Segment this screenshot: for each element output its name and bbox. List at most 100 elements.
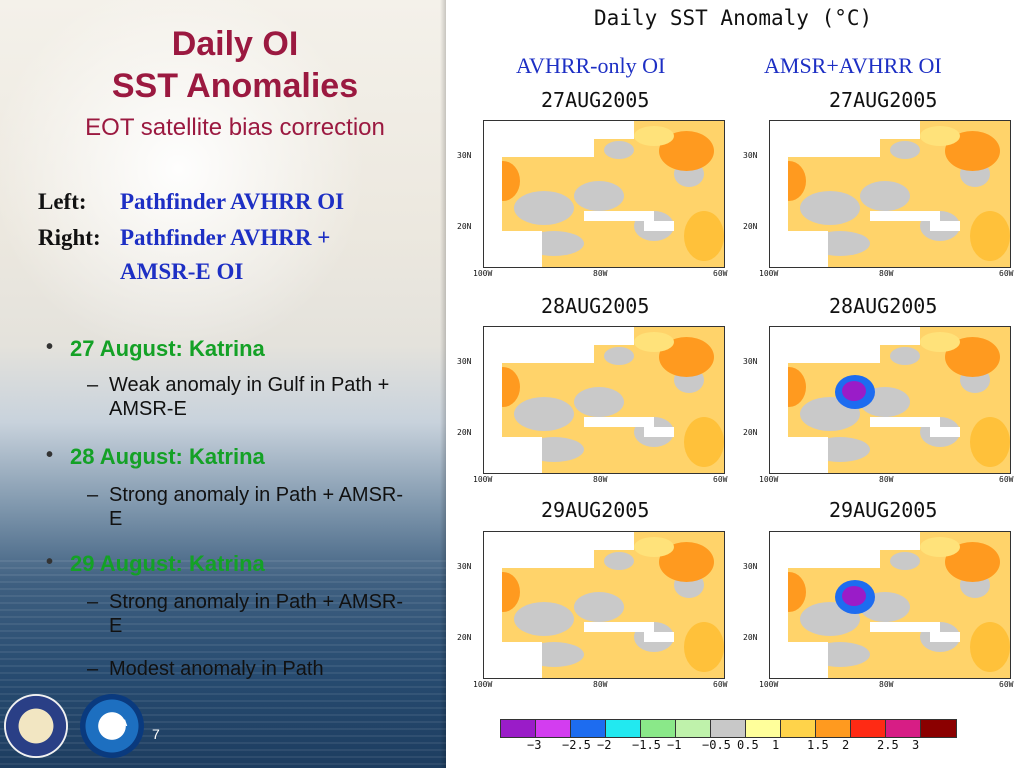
sub-item-text: Strong anomaly in Path + AMSR-E [109, 591, 404, 637]
warm-anomaly-patch [634, 537, 674, 557]
bullet-27-aug: • 27 August: Katrina [46, 336, 265, 362]
noaa-logo-text: NOAA [101, 718, 128, 728]
sub-item-28-aug: – Strong anomaly in Path + AMSR-E [87, 483, 409, 531]
panel-edge [440, 0, 446, 768]
map-date-label: 28AUG2005 [829, 294, 938, 318]
land-mask [788, 231, 828, 267]
land-mask [484, 568, 502, 678]
colorbar-tick-label: −0.5 [702, 738, 731, 752]
lat-tick-label: 30N [457, 562, 472, 571]
colorbar-cell [781, 720, 816, 737]
lon-tick-label: 80W [879, 269, 894, 278]
land-mask [788, 437, 828, 473]
sst-anomaly-map-amsr-28aug2005 [769, 326, 1011, 474]
sst-anomaly-map-avhrr-27aug2005 [483, 120, 725, 268]
lat-tick-label: 30N [743, 357, 758, 366]
lon-tick-label: 80W [593, 269, 608, 278]
sub-item-29-aug-1: – Strong anomaly in Path + AMSR-E [87, 590, 409, 638]
colorbar-cell [676, 720, 711, 737]
sst-anomaly-map-avhrr-28aug2005 [483, 326, 725, 474]
warm-anomaly-patch [684, 417, 724, 467]
sub-item-text: Weak anomaly in Gulf in Path + AMSR-E [109, 374, 390, 420]
colorbar-tick-label: 2.5 [877, 738, 899, 752]
land-mask [930, 221, 960, 231]
land-mask [870, 211, 940, 221]
warm-anomaly-patch [684, 622, 724, 672]
lon-tick-label: 80W [593, 680, 608, 689]
colorbar-cell [606, 720, 641, 737]
lat-tick-label: 30N [457, 151, 472, 160]
colorbar [500, 719, 957, 738]
warm-anomaly-patch [970, 622, 1010, 672]
lon-tick-label: 100W [473, 475, 493, 484]
near-zero-anomaly-patch [514, 191, 574, 225]
slide-subtitle: EOT satellite bias correction [85, 114, 385, 141]
figure-title: Daily SST Anomaly (°C) [594, 6, 873, 30]
right-value-line2: AMSR-E OI [120, 259, 244, 284]
colorbar-tick-label: −3 [527, 738, 542, 752]
near-zero-anomaly-patch [890, 552, 920, 570]
land-mask [788, 642, 828, 678]
land-mask [770, 121, 880, 157]
near-zero-anomaly-patch [860, 181, 910, 211]
slide-title-line2: SST Anomalies [111, 67, 359, 105]
department-of-commerce-seal-icon [4, 694, 68, 758]
near-zero-anomaly-patch [514, 397, 574, 431]
lat-tick-label: 20N [457, 222, 472, 231]
colorbar-cell [641, 720, 676, 737]
lon-tick-label: 100W [473, 269, 493, 278]
lon-tick-label: 60W [713, 680, 728, 689]
bullet-label: 27 August: Katrina [70, 336, 265, 361]
left-value-label: Pathfinder AVHRR OI [120, 189, 345, 214]
cold-anomaly-patch [842, 381, 866, 401]
warm-anomaly-patch [970, 211, 1010, 261]
lon-tick-label: 100W [759, 475, 779, 484]
land-mask [594, 121, 634, 139]
map-date-label: 29AUG2005 [829, 498, 938, 522]
land-mask [770, 532, 880, 568]
lat-tick-label: 20N [743, 633, 758, 642]
near-zero-anomaly-patch [574, 387, 624, 417]
land-mask [484, 327, 594, 363]
colorbar-tick-label: 0.5 [737, 738, 759, 752]
lon-tick-label: 60W [999, 475, 1014, 484]
lon-tick-label: 80W [593, 475, 608, 484]
land-mask [644, 632, 674, 642]
map-date-label: 28AUG2005 [541, 294, 650, 318]
land-mask [880, 327, 920, 345]
warm-anomaly-patch [634, 332, 674, 352]
bullet-dot-icon: • [46, 444, 54, 466]
bullet-label: 28 August: Katrina [70, 444, 265, 469]
colorbar-cell [921, 720, 956, 737]
land-mask [930, 427, 960, 437]
lat-tick-label: 30N [743, 562, 758, 571]
sub-item-text: Strong anomaly in Path + AMSR-E [109, 484, 404, 530]
sub-item-text: Modest anomaly in Path [109, 658, 324, 680]
lon-tick-label: 80W [879, 475, 894, 484]
land-mask [870, 622, 940, 632]
colorbar-tick-label: −1 [667, 738, 682, 752]
lon-tick-label: 60W [713, 269, 728, 278]
map-date-label: 29AUG2005 [541, 498, 650, 522]
land-mask [584, 211, 654, 221]
lon-tick-label: 100W [473, 680, 493, 689]
colorbar-cell [816, 720, 851, 737]
land-mask [484, 121, 594, 157]
sub-item-27-aug: – Weak anomaly in Gulf in Path + AMSR-E [87, 373, 409, 421]
land-mask [502, 642, 542, 678]
lon-tick-label: 100W [759, 680, 779, 689]
warm-anomaly-patch [970, 417, 1010, 467]
lat-tick-label: 20N [457, 633, 472, 642]
near-zero-anomaly-patch [574, 592, 624, 622]
colorbar-cell [536, 720, 571, 737]
right-key-label: Right: [38, 225, 101, 250]
lat-tick-label: 30N [743, 151, 758, 160]
warm-anomaly-patch [634, 126, 674, 146]
near-zero-anomaly-patch [604, 347, 634, 365]
near-zero-anomaly-patch [604, 552, 634, 570]
colorbar-tick-label: 3 [912, 738, 920, 752]
colorbar-tick-label: 1.5 [807, 738, 829, 752]
column-header-avhrr: AVHRR-only OI [516, 53, 666, 78]
lat-tick-label: 30N [457, 357, 472, 366]
dash-icon: – [87, 658, 99, 680]
